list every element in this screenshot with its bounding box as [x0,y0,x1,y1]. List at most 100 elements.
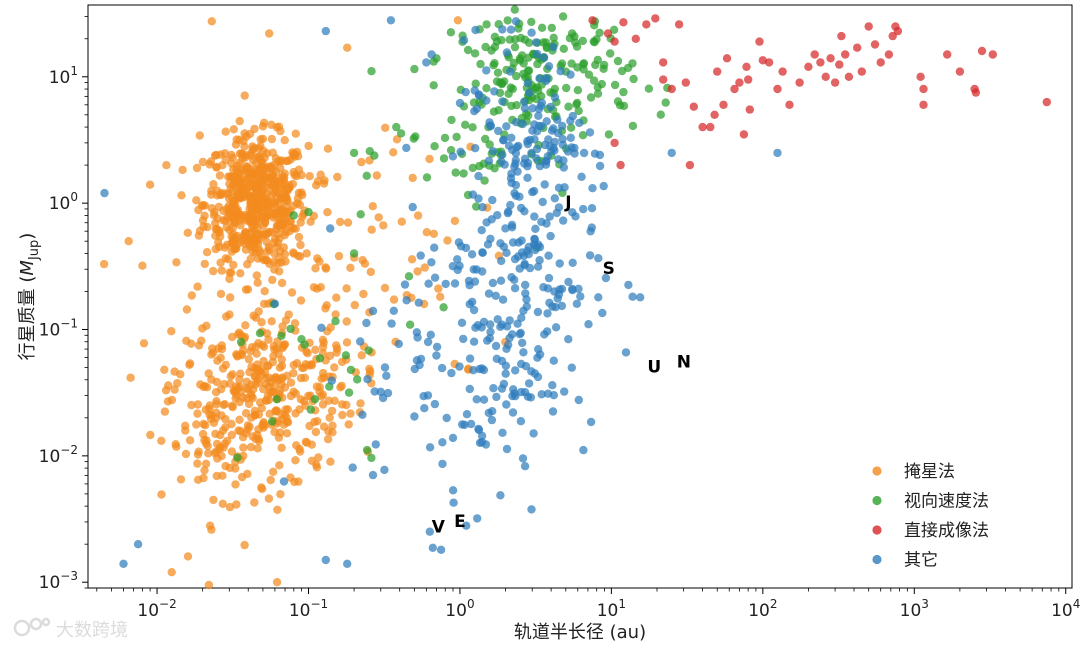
data-point [482,96,491,105]
data-point [988,50,997,59]
data-point [533,262,543,271]
data-point [298,190,307,200]
data-point [364,346,373,355]
data-point [864,22,873,31]
data-point [209,180,218,189]
data-point [430,243,439,252]
data-point [323,144,333,153]
data-point [550,84,559,94]
data-point [617,66,627,76]
data-point [482,84,491,93]
data-point [527,17,536,27]
data-point [498,25,507,34]
data-point [160,407,170,416]
data-point [389,306,398,315]
data-point [461,87,470,97]
data-point [204,449,213,458]
data-point [498,150,507,159]
data-point [277,443,286,452]
data-point [584,70,594,79]
data-point [363,375,372,384]
data-point [276,126,285,136]
data-point [546,231,555,241]
data-point [601,273,611,283]
data-point [480,176,489,185]
data-point [469,337,479,346]
data-point [217,266,226,275]
data-point [497,157,506,166]
data-point [450,216,460,226]
data-point [548,381,557,390]
data-point [198,157,208,167]
data-point [268,275,277,285]
data-point [380,465,389,475]
data-point [274,214,283,223]
data-point [271,154,281,163]
data-point [193,400,202,409]
data-point [259,209,268,218]
data-point [613,97,623,106]
data-point [537,23,547,32]
data-point [549,356,558,365]
data-point [977,46,987,56]
data-point [628,121,638,131]
data-point [330,363,339,372]
data-point [501,224,510,233]
data-point [474,90,484,99]
data-point [558,134,567,144]
data-point [259,231,269,240]
data-point [564,277,573,287]
data-point [323,435,333,444]
data-point [252,365,261,374]
x-axis: 10−2 10−1 100 101 102 103 104 [96,588,1080,621]
data-point [414,298,423,307]
data-point [586,227,595,236]
data-point [416,354,426,364]
data-point [477,226,486,235]
data-point [223,240,232,250]
data-point [278,373,287,382]
data-point [422,228,431,237]
data-point [458,420,467,429]
data-point [744,75,753,84]
data-point [291,389,300,398]
data-point [588,16,597,25]
data-point [685,160,695,170]
data-point [488,195,497,205]
data-point [235,375,244,384]
data-point [265,29,274,38]
data-point [550,93,560,102]
data-point [193,459,202,468]
data-point [442,413,451,423]
data-point [710,110,719,120]
data-point [468,190,478,199]
data-point [249,311,258,320]
data-point [504,207,513,216]
data-point [405,320,415,329]
data-point [585,128,595,137]
data-point [719,100,728,110]
data-point [586,417,596,427]
data-point [506,67,515,76]
data-point [350,300,359,310]
data-point [492,77,502,86]
data-point [486,234,495,243]
data-point [367,67,376,76]
data-point [183,228,192,237]
data-point [837,31,846,41]
data-point [157,490,166,499]
data-point [459,169,468,178]
data-point [291,409,300,418]
data-point [244,355,254,364]
data-point [474,425,484,435]
data-point [490,87,499,96]
data-point [338,410,347,420]
data-point [610,37,619,46]
data-point [659,58,668,67]
data-point [212,471,221,481]
data-point [544,273,554,283]
data-point [252,271,261,280]
data-point [539,53,549,62]
data-point [469,366,478,375]
